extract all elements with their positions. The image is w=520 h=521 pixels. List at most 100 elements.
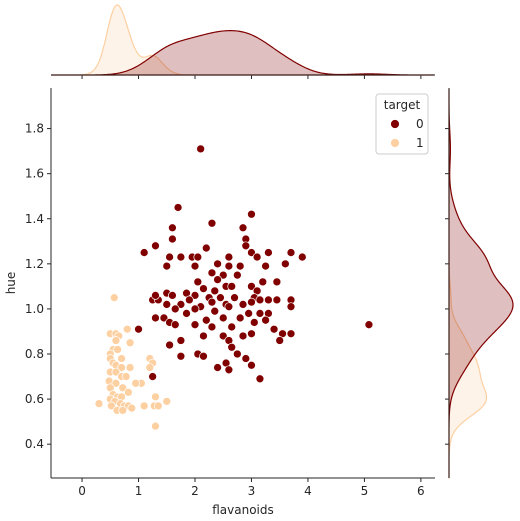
- scatter-point-0: [247, 248, 256, 257]
- x-tick-label: 2: [191, 484, 199, 498]
- scatter-point-0: [244, 309, 253, 318]
- scatter-point-0: [224, 365, 234, 375]
- scatter-point-0: [272, 295, 282, 305]
- scatter-point-0: [162, 300, 172, 309]
- scatter-point-0: [241, 354, 251, 363]
- scatter-point-0: [281, 259, 290, 269]
- scatter-point-0: [247, 297, 256, 307]
- y-tick-label: 1.2: [25, 257, 44, 271]
- scatter-point-1: [118, 383, 128, 393]
- scatter-point-0: [224, 302, 234, 312]
- legend-box: [375, 93, 429, 155]
- scatter-point-1: [94, 399, 104, 408]
- scatter-point-0: [247, 329, 256, 339]
- scatter-points: [94, 144, 374, 431]
- scatter-point-0: [233, 349, 242, 359]
- scatter-point-0: [238, 331, 248, 341]
- scatter-point-1: [125, 363, 135, 372]
- scatter-point-0: [168, 291, 177, 300]
- scatter-point-0: [168, 234, 177, 244]
- scatter-point-1: [162, 397, 172, 406]
- scatter-point-0: [255, 309, 265, 318]
- scatter-point-0: [264, 295, 273, 305]
- scatter-point-0: [170, 304, 180, 314]
- scatter-point-0: [173, 203, 183, 212]
- scatter-point-0: [255, 295, 265, 305]
- legend: target 0 1: [375, 93, 429, 155]
- scatter-point-0: [213, 275, 222, 284]
- scatter-point-0: [247, 360, 256, 370]
- scatter-point-0: [297, 252, 307, 262]
- scatter-point-0: [213, 259, 222, 269]
- scatter-point-0: [201, 315, 211, 325]
- scatter-point-0: [176, 252, 186, 262]
- scatter-point-1: [118, 406, 128, 415]
- scatter-point-1: [121, 372, 131, 381]
- scatter-point-0: [207, 322, 217, 332]
- scatter-point-0: [216, 293, 225, 303]
- scatter-point-0: [252, 252, 262, 262]
- scatter-point-0: [238, 223, 248, 233]
- scatter-point-1: [125, 338, 135, 348]
- scatter-point-1: [153, 401, 163, 411]
- scatter-point-0: [230, 293, 239, 303]
- scatter-point-1: [122, 324, 132, 334]
- scatter-point-0: [227, 342, 237, 352]
- y-tick-label: 1.4: [25, 212, 44, 226]
- scatter-point-1: [111, 336, 121, 345]
- legend-title: target: [384, 98, 421, 112]
- scatter-point-1: [107, 401, 116, 411]
- scatter-point-0: [258, 277, 268, 287]
- x-tick-label: 5: [361, 484, 369, 498]
- scatter-point-1: [131, 378, 141, 388]
- scatter-point-1: [117, 363, 126, 372]
- scatter-point-0: [238, 300, 248, 309]
- scatter-point-0: [176, 300, 186, 309]
- scatter-point-0: [275, 336, 285, 345]
- scatter-point-0: [255, 374, 265, 384]
- scatter-point-0: [207, 297, 217, 307]
- scatter-point-0: [139, 248, 149, 257]
- scatter-point-0: [148, 372, 157, 381]
- scatter-point-0: [286, 248, 296, 257]
- scatter-point-0: [151, 313, 160, 323]
- top-marginal-kde: [51, 4, 435, 79]
- y-tick-label: 0.8: [25, 347, 44, 361]
- y-axis-label: hue: [4, 272, 18, 295]
- scatter-point-0: [286, 329, 296, 339]
- legend-label-0: 0: [416, 117, 424, 131]
- scatter-point-0: [218, 331, 228, 341]
- scatter-point-0: [264, 248, 273, 257]
- y-tick-label: 0.4: [25, 437, 44, 451]
- scatter-point-0: [190, 304, 200, 314]
- scatter-point-0: [210, 286, 220, 296]
- scatter-point-0: [193, 277, 203, 287]
- y-tick-label: 0.6: [25, 392, 44, 406]
- scatter-point-0: [218, 313, 228, 323]
- scatter-point-0: [182, 309, 191, 318]
- x-tick-label: 0: [78, 484, 86, 498]
- scatter-point-0: [227, 322, 237, 332]
- scatter-point-0: [165, 252, 174, 262]
- scatter-point-1: [124, 387, 133, 397]
- scatter-point-0: [190, 320, 200, 330]
- x-tick-label: 3: [248, 484, 256, 498]
- scatter-point-0: [233, 270, 242, 280]
- scatter-point-1: [109, 293, 119, 303]
- scatter-point-0: [151, 241, 160, 251]
- x-tick-label: 6: [417, 484, 425, 498]
- scatter-point-1: [139, 401, 149, 411]
- scatter-point-0: [162, 261, 172, 271]
- scatter-point-0: [210, 306, 220, 316]
- scatter-point-0: [241, 241, 251, 251]
- scatter-point-0: [224, 252, 234, 262]
- scatter-point-1: [127, 403, 137, 413]
- main-axes: 0 1 2 3 4 5 6 0.4 0.6 0.8 1.0 1.2 1.4 1.6 1.8: [25, 88, 435, 498]
- right-marginal-kde: [445, 88, 514, 479]
- scatter-point-1: [113, 345, 122, 354]
- scatter-point-0: [196, 144, 205, 154]
- scatter-point-0: [151, 291, 160, 300]
- scatter-point-0: [193, 252, 203, 262]
- scatter-point-1: [117, 354, 126, 363]
